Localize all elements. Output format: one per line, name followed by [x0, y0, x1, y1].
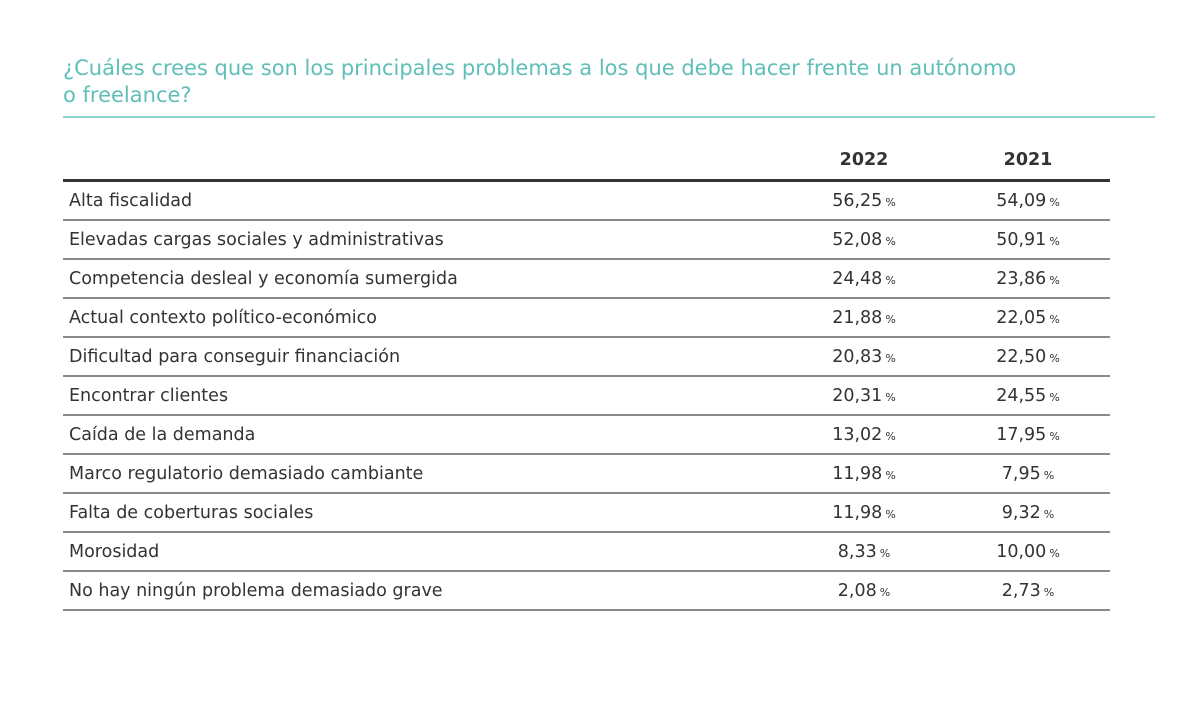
- value-2022-number: 56,25: [832, 190, 883, 211]
- value-2021-number: 7,95: [1001, 463, 1041, 484]
- percent-sign: %: [1049, 351, 1060, 365]
- row-label: Competencia desleal y economía sumergida: [63, 259, 782, 299]
- value-2021-number: 22,05: [996, 307, 1047, 328]
- percent-sign: %: [885, 390, 896, 404]
- value-2022-number: 2,08: [837, 580, 877, 601]
- percent-sign: %: [1049, 273, 1060, 287]
- header-2021: 2021: [1003, 149, 1053, 170]
- value-2022: 20,83%: [782, 337, 946, 377]
- percent-sign: %: [885, 429, 896, 443]
- value-2021: 24,55%: [946, 376, 1110, 416]
- percent-sign: %: [885, 273, 896, 287]
- value-2021: 50,91%: [946, 220, 1110, 260]
- value-2022-number: 11,98: [832, 502, 883, 523]
- value-2021: 54,09%: [946, 180, 1110, 221]
- value-2021-number: 23,86: [996, 268, 1047, 289]
- row-label: Elevadas cargas sociales y administrativ…: [63, 220, 782, 260]
- value-2022-number: 8,33: [837, 541, 877, 562]
- table-row: Competencia desleal y economía sumergida…: [63, 259, 1110, 299]
- value-2022-number: 24,48: [832, 268, 883, 289]
- value-2021-number: 22,50: [996, 346, 1047, 367]
- table-row: Dificultad para conseguir financiación 20…: [63, 337, 1110, 377]
- value-2022-number: 52,08: [832, 229, 883, 250]
- value-2022-number: 20,31: [832, 385, 883, 406]
- percent-sign: %: [1043, 468, 1055, 482]
- table-row: No hay ningún problema demasiado grave 2,…: [63, 571, 1110, 611]
- value-2021-number: 50,91: [996, 229, 1047, 250]
- value-2021: 17,95%: [946, 415, 1110, 455]
- percent-sign: %: [885, 312, 896, 326]
- percent-sign: %: [879, 585, 891, 599]
- value-2022: 11,98%: [782, 454, 946, 494]
- value-2022-number: 13,02: [832, 424, 883, 445]
- row-label: Encontrar clientes: [63, 376, 782, 416]
- value-2021: 23,86%: [946, 259, 1110, 299]
- table-row: Encontrar clientes 20,31% 24,55%: [63, 376, 1110, 416]
- value-2021: 7,95%: [946, 454, 1110, 494]
- table-row: Elevadas cargas sociales y administrativ…: [63, 220, 1110, 260]
- value-2022: 56,25%: [782, 180, 946, 221]
- percent-sign: %: [1043, 585, 1055, 599]
- value-2022-number: 11,98: [832, 463, 883, 484]
- results-table: 2022 2021 Alta fiscalidad 56,25% 54,09% Ele…: [63, 140, 1110, 611]
- row-label: No hay ningún problema demasiado grave: [63, 571, 782, 611]
- table-row: Actual contexto político-económico 21,88%…: [63, 298, 1110, 338]
- percent-sign: %: [885, 351, 896, 365]
- table-row: Morosidad 8,33% 10,00%: [63, 532, 1110, 572]
- value-2022: 21,88%: [782, 298, 946, 338]
- value-2021-number: 54,09: [996, 190, 1047, 211]
- value-2021: 22,50%: [946, 337, 1110, 377]
- percent-sign: %: [885, 507, 896, 521]
- value-2022: 11,98%: [782, 493, 946, 533]
- value-2021-number: 9,32: [1001, 502, 1041, 523]
- table-row: Falta de coberturas sociales 11,98% 9,32%: [63, 493, 1110, 533]
- value-2021-number: 17,95: [996, 424, 1047, 445]
- value-2022: 24,48%: [782, 259, 946, 299]
- percent-sign: %: [885, 195, 896, 209]
- title-line-1: ¿Cuáles crees que son los principales pr…: [63, 56, 1017, 80]
- value-2021: 2,73%: [946, 571, 1110, 611]
- row-label: Morosidad: [63, 532, 782, 572]
- percent-sign: %: [1049, 429, 1060, 443]
- value-2022-number: 20,83: [832, 346, 883, 367]
- value-2021: 9,32%: [946, 493, 1110, 533]
- row-label: Actual contexto político-económico: [63, 298, 782, 338]
- table-header-row: 2022 2021: [63, 140, 1110, 181]
- value-2022: 20,31%: [782, 376, 946, 416]
- percent-sign: %: [885, 234, 896, 248]
- title-divider: [63, 116, 1155, 118]
- value-2021-number: 10,00: [996, 541, 1047, 562]
- value-2022: 13,02%: [782, 415, 946, 455]
- row-label: Alta fiscalidad: [63, 180, 782, 221]
- value-2022: 2,08%: [782, 571, 946, 611]
- row-label: Marco regulatorio demasiado cambiante: [63, 454, 782, 494]
- row-label: Dificultad para conseguir financiación: [63, 337, 782, 377]
- percent-sign: %: [885, 468, 896, 482]
- header-label: [63, 140, 782, 181]
- title-line-2: o freelance?: [63, 83, 192, 107]
- value-2021-number: 24,55: [996, 385, 1047, 406]
- percent-sign: %: [1049, 390, 1060, 404]
- row-label: Falta de coberturas sociales: [63, 493, 782, 533]
- table-row: Caída de la demanda 13,02% 17,95%: [63, 415, 1110, 455]
- value-2022-number: 21,88: [832, 307, 883, 328]
- question-title: ¿Cuáles crees que son los principales pr…: [63, 55, 1155, 109]
- header-2022: 2022: [839, 149, 889, 170]
- value-2022: 52,08%: [782, 220, 946, 260]
- table-row: Alta fiscalidad 56,25% 54,09%: [63, 180, 1110, 221]
- percent-sign: %: [1049, 195, 1060, 209]
- row-label: Caída de la demanda: [63, 415, 782, 455]
- percent-sign: %: [879, 546, 891, 560]
- value-2021: 22,05%: [946, 298, 1110, 338]
- value-2021: 10,00%: [946, 532, 1110, 572]
- value-2021-number: 2,73: [1001, 580, 1041, 601]
- percent-sign: %: [1049, 234, 1060, 248]
- table-row: Marco regulatorio demasiado cambiante 11,…: [63, 454, 1110, 494]
- percent-sign: %: [1049, 312, 1060, 326]
- value-2022: 8,33%: [782, 532, 946, 572]
- percent-sign: %: [1049, 546, 1060, 560]
- percent-sign: %: [1043, 507, 1055, 521]
